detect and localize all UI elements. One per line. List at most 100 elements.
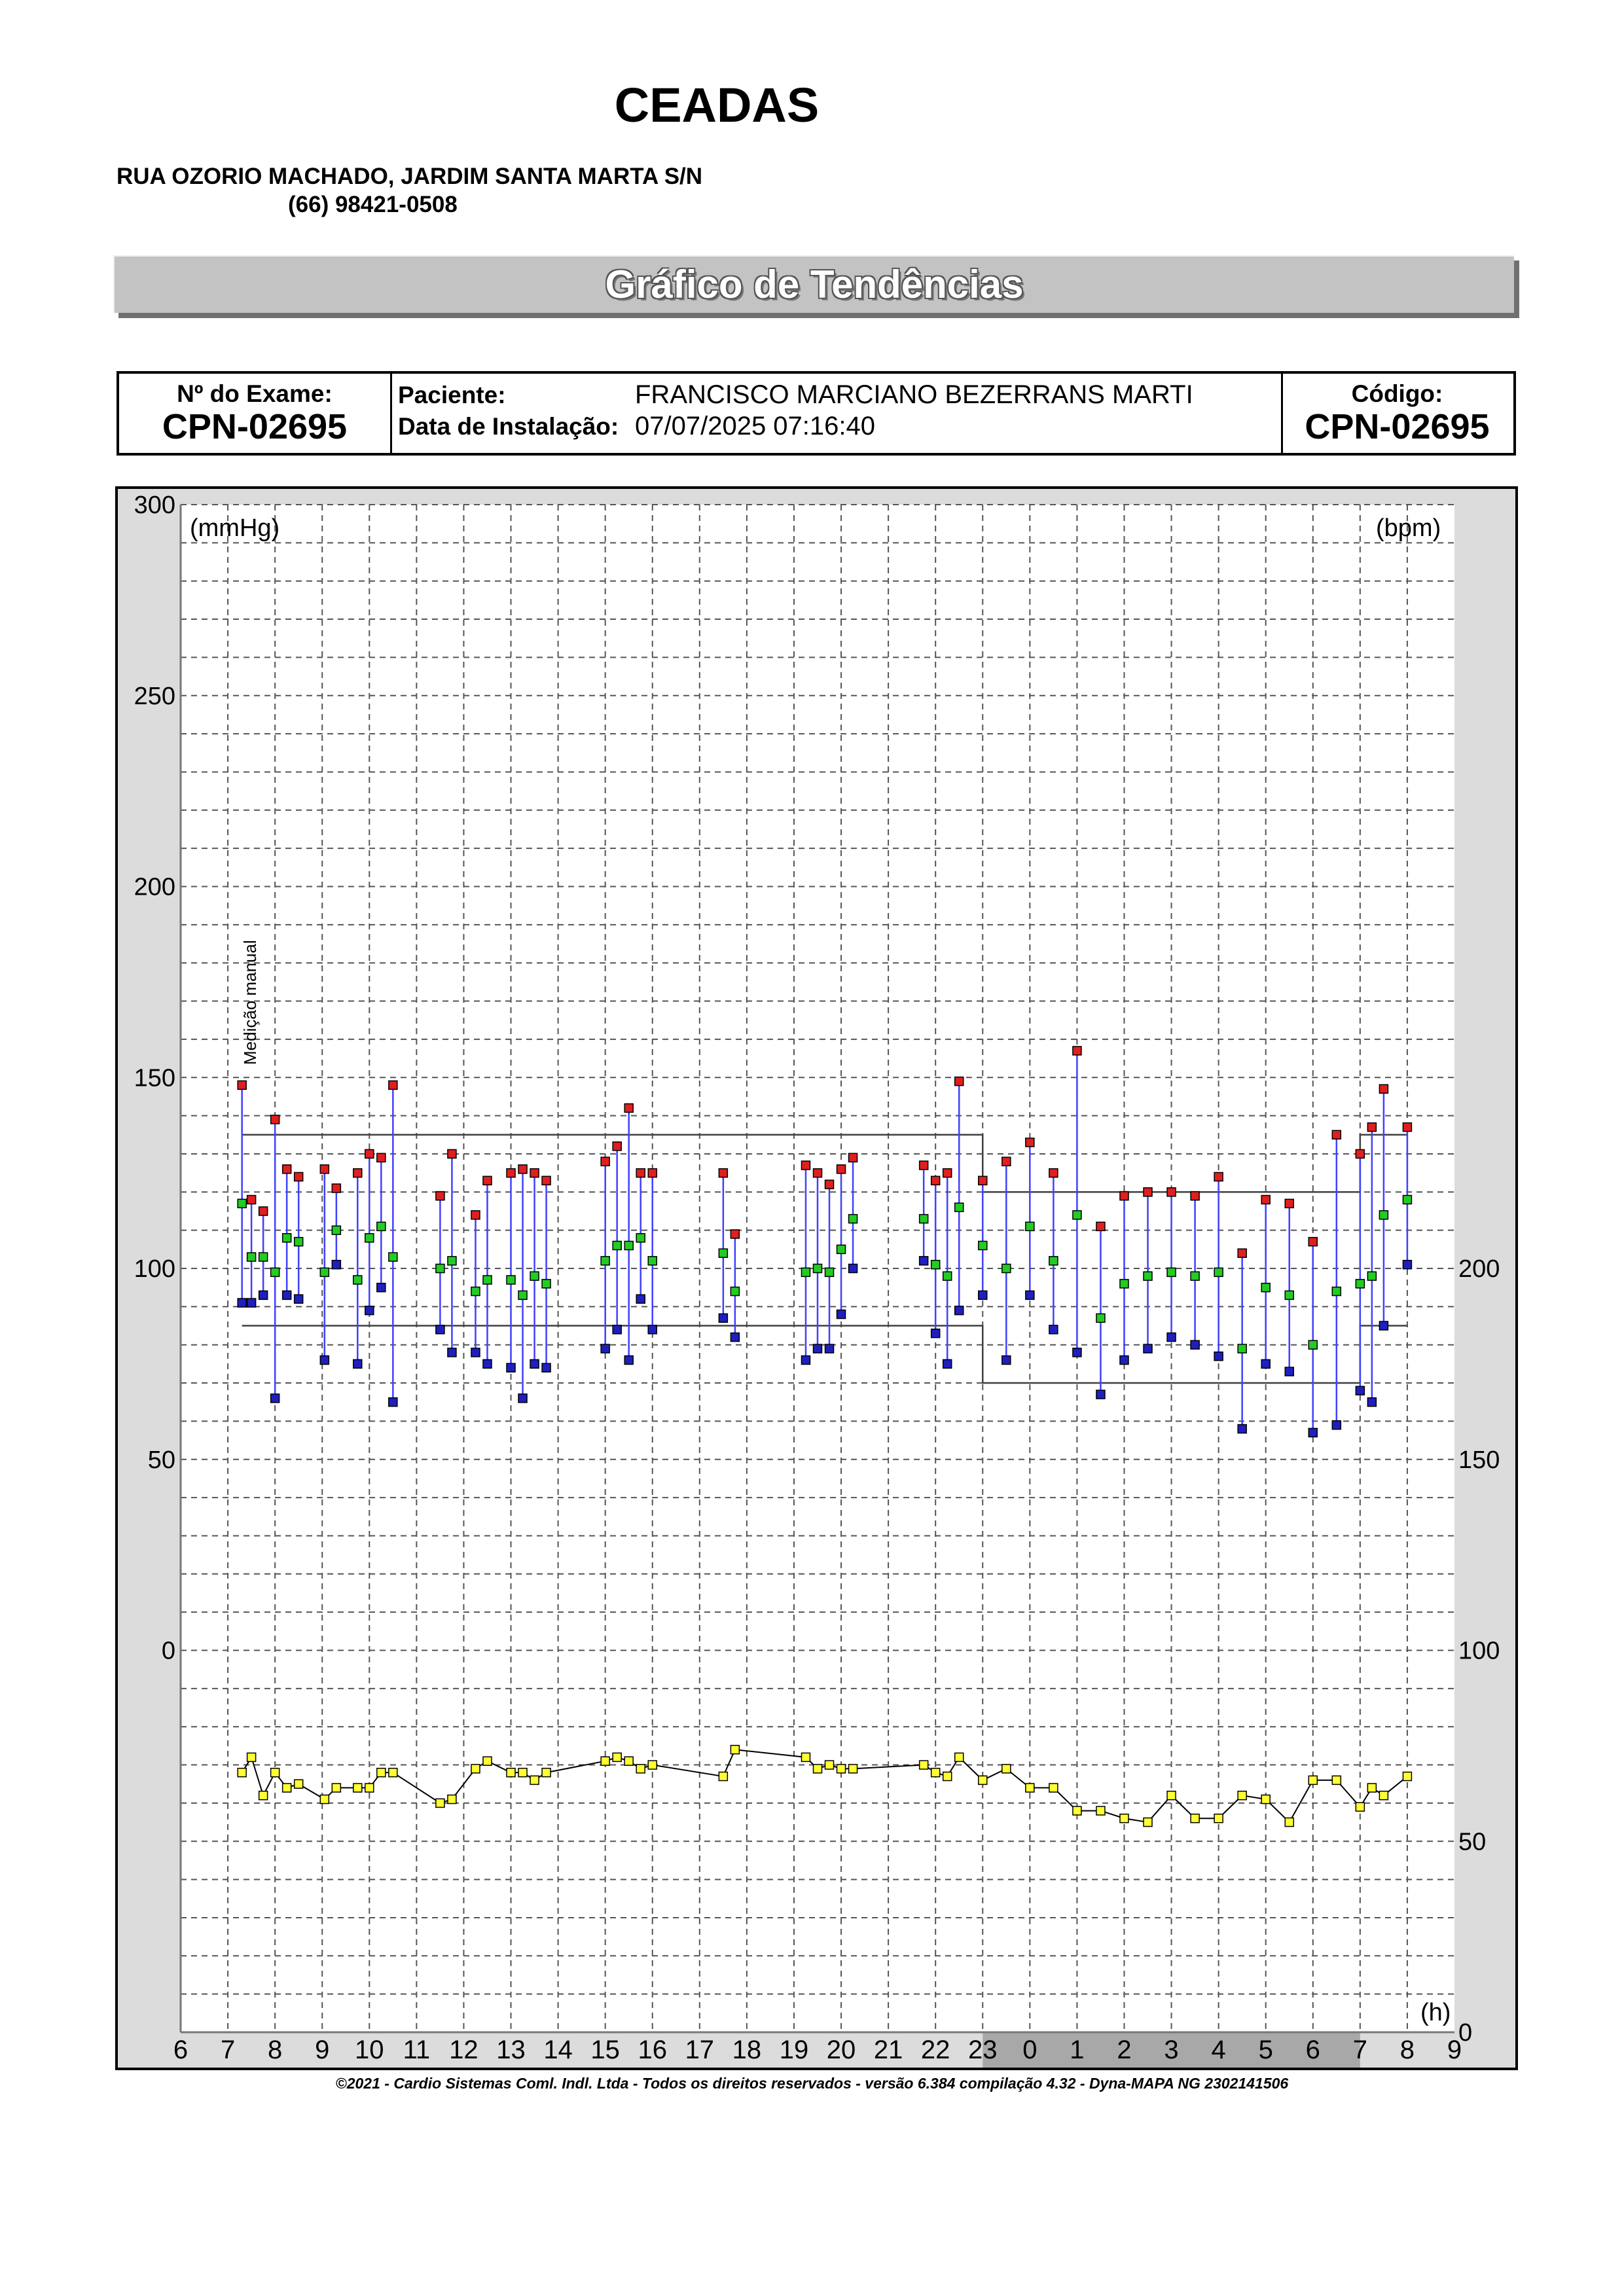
heart-rate-point	[801, 1752, 811, 1763]
x-axis-tick-label: 16	[638, 2036, 667, 2064]
heart-rate-point	[237, 1767, 247, 1778]
x-axis-tick-label: 9	[1447, 2036, 1462, 2064]
systolic-point	[376, 1153, 386, 1163]
x-axis-tick-label: 19	[780, 2036, 809, 2064]
heart-rate-point	[978, 1775, 988, 1785]
systolic-point	[293, 1172, 304, 1182]
x-axis-tick-label: 21	[874, 2036, 903, 2064]
mean-pressure-point	[270, 1267, 280, 1278]
manual-measurement-annotation: Medição manual	[240, 940, 260, 1065]
x-axis-tick-label: 2	[1117, 2036, 1131, 2064]
diastolic-point	[1402, 1259, 1413, 1270]
left-axis-tick-label: 150	[134, 1064, 175, 1092]
mean-pressure-point	[1355, 1279, 1365, 1289]
mean-pressure-point	[1072, 1210, 1082, 1220]
systolic-point	[978, 1175, 988, 1186]
clinic-address: RUA OZORIO MACHADO, JARDIM SANTA MARTA S…	[117, 164, 703, 189]
diastolic-point	[281, 1290, 292, 1300]
heart-rate-point	[636, 1764, 645, 1774]
mean-pressure-point	[918, 1213, 929, 1224]
install-date-label: Data de Instalação:	[398, 413, 619, 440]
systolic-point	[518, 1164, 528, 1174]
heart-rate-point	[1049, 1783, 1058, 1793]
systolic-point	[482, 1175, 492, 1186]
heart-rate-point	[930, 1767, 941, 1778]
heart-rate-point	[824, 1760, 835, 1770]
diastolic-point	[530, 1359, 539, 1369]
code-value: CPN-02695	[1305, 407, 1490, 446]
systolic-point	[506, 1168, 516, 1178]
mean-pressure-point	[1143, 1271, 1153, 1281]
mean-pressure-point	[1190, 1271, 1200, 1281]
mean-pressure-point	[258, 1252, 268, 1262]
diastolic-point	[331, 1259, 342, 1270]
systolic-point	[1379, 1084, 1389, 1094]
mean-pressure-point	[612, 1240, 622, 1251]
heart-rate-point	[1284, 1817, 1294, 1827]
diastolic-point	[447, 1348, 457, 1357]
diastolic-point	[1166, 1332, 1176, 1342]
mean-pressure-point	[541, 1279, 551, 1289]
diastolic-point	[1025, 1290, 1035, 1300]
mean-pressure-point	[388, 1252, 398, 1262]
x-axis-tick-label: 22	[921, 2036, 950, 2064]
mean-pressure-point	[471, 1286, 480, 1297]
heart-rate-point	[258, 1790, 268, 1801]
diastolic-point	[812, 1344, 823, 1354]
diastolic-point	[1143, 1344, 1153, 1354]
systolic-point	[730, 1229, 740, 1239]
x-axis-tick-label: 20	[827, 2036, 856, 2064]
heart-rate-point	[1355, 1802, 1365, 1812]
heart-rate-point	[270, 1767, 280, 1778]
systolic-point	[1119, 1191, 1129, 1201]
x-axis-tick-label: 12	[449, 2036, 478, 2064]
heart-rate-point	[1143, 1817, 1153, 1827]
systolic-point	[447, 1149, 457, 1159]
mean-pressure-point	[1049, 1256, 1058, 1266]
heart-rate-point	[281, 1783, 292, 1793]
systolic-point	[1367, 1122, 1377, 1132]
diastolic-point	[506, 1363, 516, 1372]
diastolic-limit-line	[242, 1325, 1407, 1384]
systolic-point	[1214, 1172, 1223, 1182]
mean-pressure-point	[353, 1275, 363, 1285]
diastolic-point	[270, 1393, 280, 1403]
heart-rate-point	[612, 1752, 622, 1763]
mean-pressure-point	[365, 1233, 374, 1243]
right-axis-unit: (bpm)	[1376, 514, 1441, 542]
code-label: Código:	[1351, 380, 1443, 407]
x-axis-tick-label: 8	[268, 2036, 282, 2064]
x-axis-tick-label: 0	[1022, 2036, 1037, 2064]
diastolic-point	[1367, 1397, 1377, 1407]
heart-rate-point	[388, 1767, 398, 1778]
mean-pressure-point	[636, 1233, 645, 1243]
systolic-point	[942, 1168, 952, 1178]
systolic-point	[1072, 1046, 1082, 1056]
heart-rate-point	[1331, 1775, 1342, 1785]
mean-pressure-point	[1166, 1267, 1176, 1278]
diastolic-point	[718, 1313, 729, 1323]
diastolic-point	[600, 1344, 610, 1354]
mean-pressure-point	[718, 1248, 729, 1258]
diastolic-point	[1237, 1424, 1247, 1434]
x-axis-tick-label: 4	[1212, 2036, 1226, 2064]
systolic-point	[1049, 1168, 1058, 1178]
mean-pressure-point	[1284, 1290, 1294, 1300]
systolic-point	[812, 1168, 823, 1178]
diastolic-point	[1119, 1355, 1129, 1365]
systolic-point	[281, 1164, 292, 1174]
systolic-point	[636, 1168, 645, 1178]
heart-rate-point	[353, 1783, 363, 1793]
mean-pressure-point	[1119, 1279, 1129, 1289]
heart-rate-point	[518, 1767, 528, 1778]
systolic-point	[435, 1191, 445, 1201]
mean-pressure-point	[812, 1263, 823, 1274]
systolic-point	[1355, 1149, 1365, 1159]
heart-rate-point	[1166, 1790, 1176, 1801]
patient-name: FRANCISCO MARCIANO BEZERRANS MARTI	[635, 380, 1193, 409]
left-axis-unit: (mmHg)	[190, 514, 280, 542]
diastolic-point	[258, 1290, 268, 1300]
heart-rate-point	[718, 1771, 729, 1782]
diastolic-point	[1261, 1359, 1271, 1369]
systolic-point	[1190, 1191, 1200, 1201]
